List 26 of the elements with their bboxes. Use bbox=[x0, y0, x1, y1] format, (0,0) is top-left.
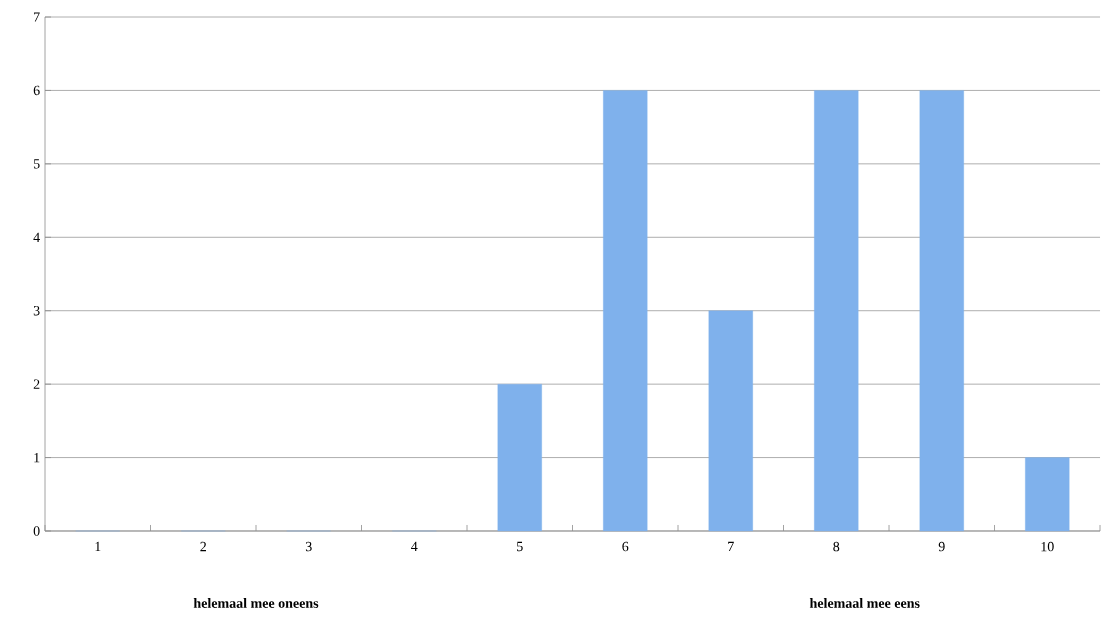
x-tick-label: 4 bbox=[411, 541, 418, 552]
y-tick-label: 3 bbox=[33, 306, 40, 316]
x-tick-label: 6 bbox=[622, 541, 629, 552]
y-tick-label: 0 bbox=[33, 526, 40, 536]
y-tick-label: 4 bbox=[33, 232, 40, 242]
y-tick-label: 6 bbox=[33, 85, 40, 96]
bar bbox=[1025, 457, 1070, 532]
bar bbox=[708, 310, 753, 532]
x-tick-label: 3 bbox=[305, 541, 312, 552]
y-tick-label: 5 bbox=[33, 159, 40, 169]
y-tick-label: 1 bbox=[34, 452, 40, 463]
y-tick-label: 7 bbox=[34, 12, 40, 22]
bar bbox=[814, 90, 859, 532]
x-tick-label: 7 bbox=[728, 541, 734, 552]
text: helemaal mee oneens bbox=[193, 598, 319, 608]
x-tick-label: 10 bbox=[1041, 541, 1054, 552]
x-tick-label: 2 bbox=[200, 541, 206, 552]
bar bbox=[919, 90, 964, 532]
x-tick-label: 1 bbox=[95, 541, 101, 552]
x-tick-label: 8 bbox=[833, 541, 840, 552]
x-tick-label: 5 bbox=[517, 541, 523, 552]
bar bbox=[497, 383, 542, 532]
y-tick-label: 2 bbox=[33, 379, 40, 389]
x-tick-label: 9 bbox=[938, 541, 945, 552]
text: helemaal mee eens bbox=[809, 598, 920, 608]
bar bbox=[603, 90, 648, 532]
